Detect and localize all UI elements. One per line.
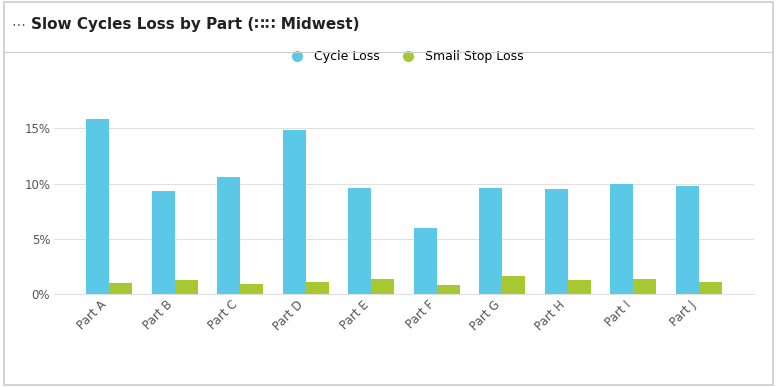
Bar	[218, 177, 240, 294]
Bar	[305, 282, 329, 294]
Bar	[611, 183, 633, 294]
Bar	[348, 188, 371, 294]
Bar	[414, 228, 437, 294]
Bar	[479, 188, 503, 294]
Bar	[371, 279, 394, 294]
Bar	[676, 186, 699, 294]
Bar	[175, 280, 197, 294]
Bar	[699, 282, 722, 294]
Bar	[568, 280, 591, 294]
Bar	[240, 284, 263, 294]
Bar	[86, 120, 109, 294]
Bar	[633, 279, 657, 294]
Bar	[503, 276, 525, 294]
Bar	[545, 189, 568, 294]
Bar	[109, 283, 132, 294]
Legend: Cycle Loss, Small Stop Loss: Cycle Loss, Small Stop Loss	[280, 45, 528, 68]
Bar	[437, 285, 460, 294]
Text: Slow Cycles Loss by Part (∷∷ Midwest): Slow Cycles Loss by Part (∷∷ Midwest)	[31, 17, 360, 33]
Bar	[152, 191, 175, 294]
Text: ⋯: ⋯	[12, 17, 26, 31]
Bar	[283, 130, 305, 294]
